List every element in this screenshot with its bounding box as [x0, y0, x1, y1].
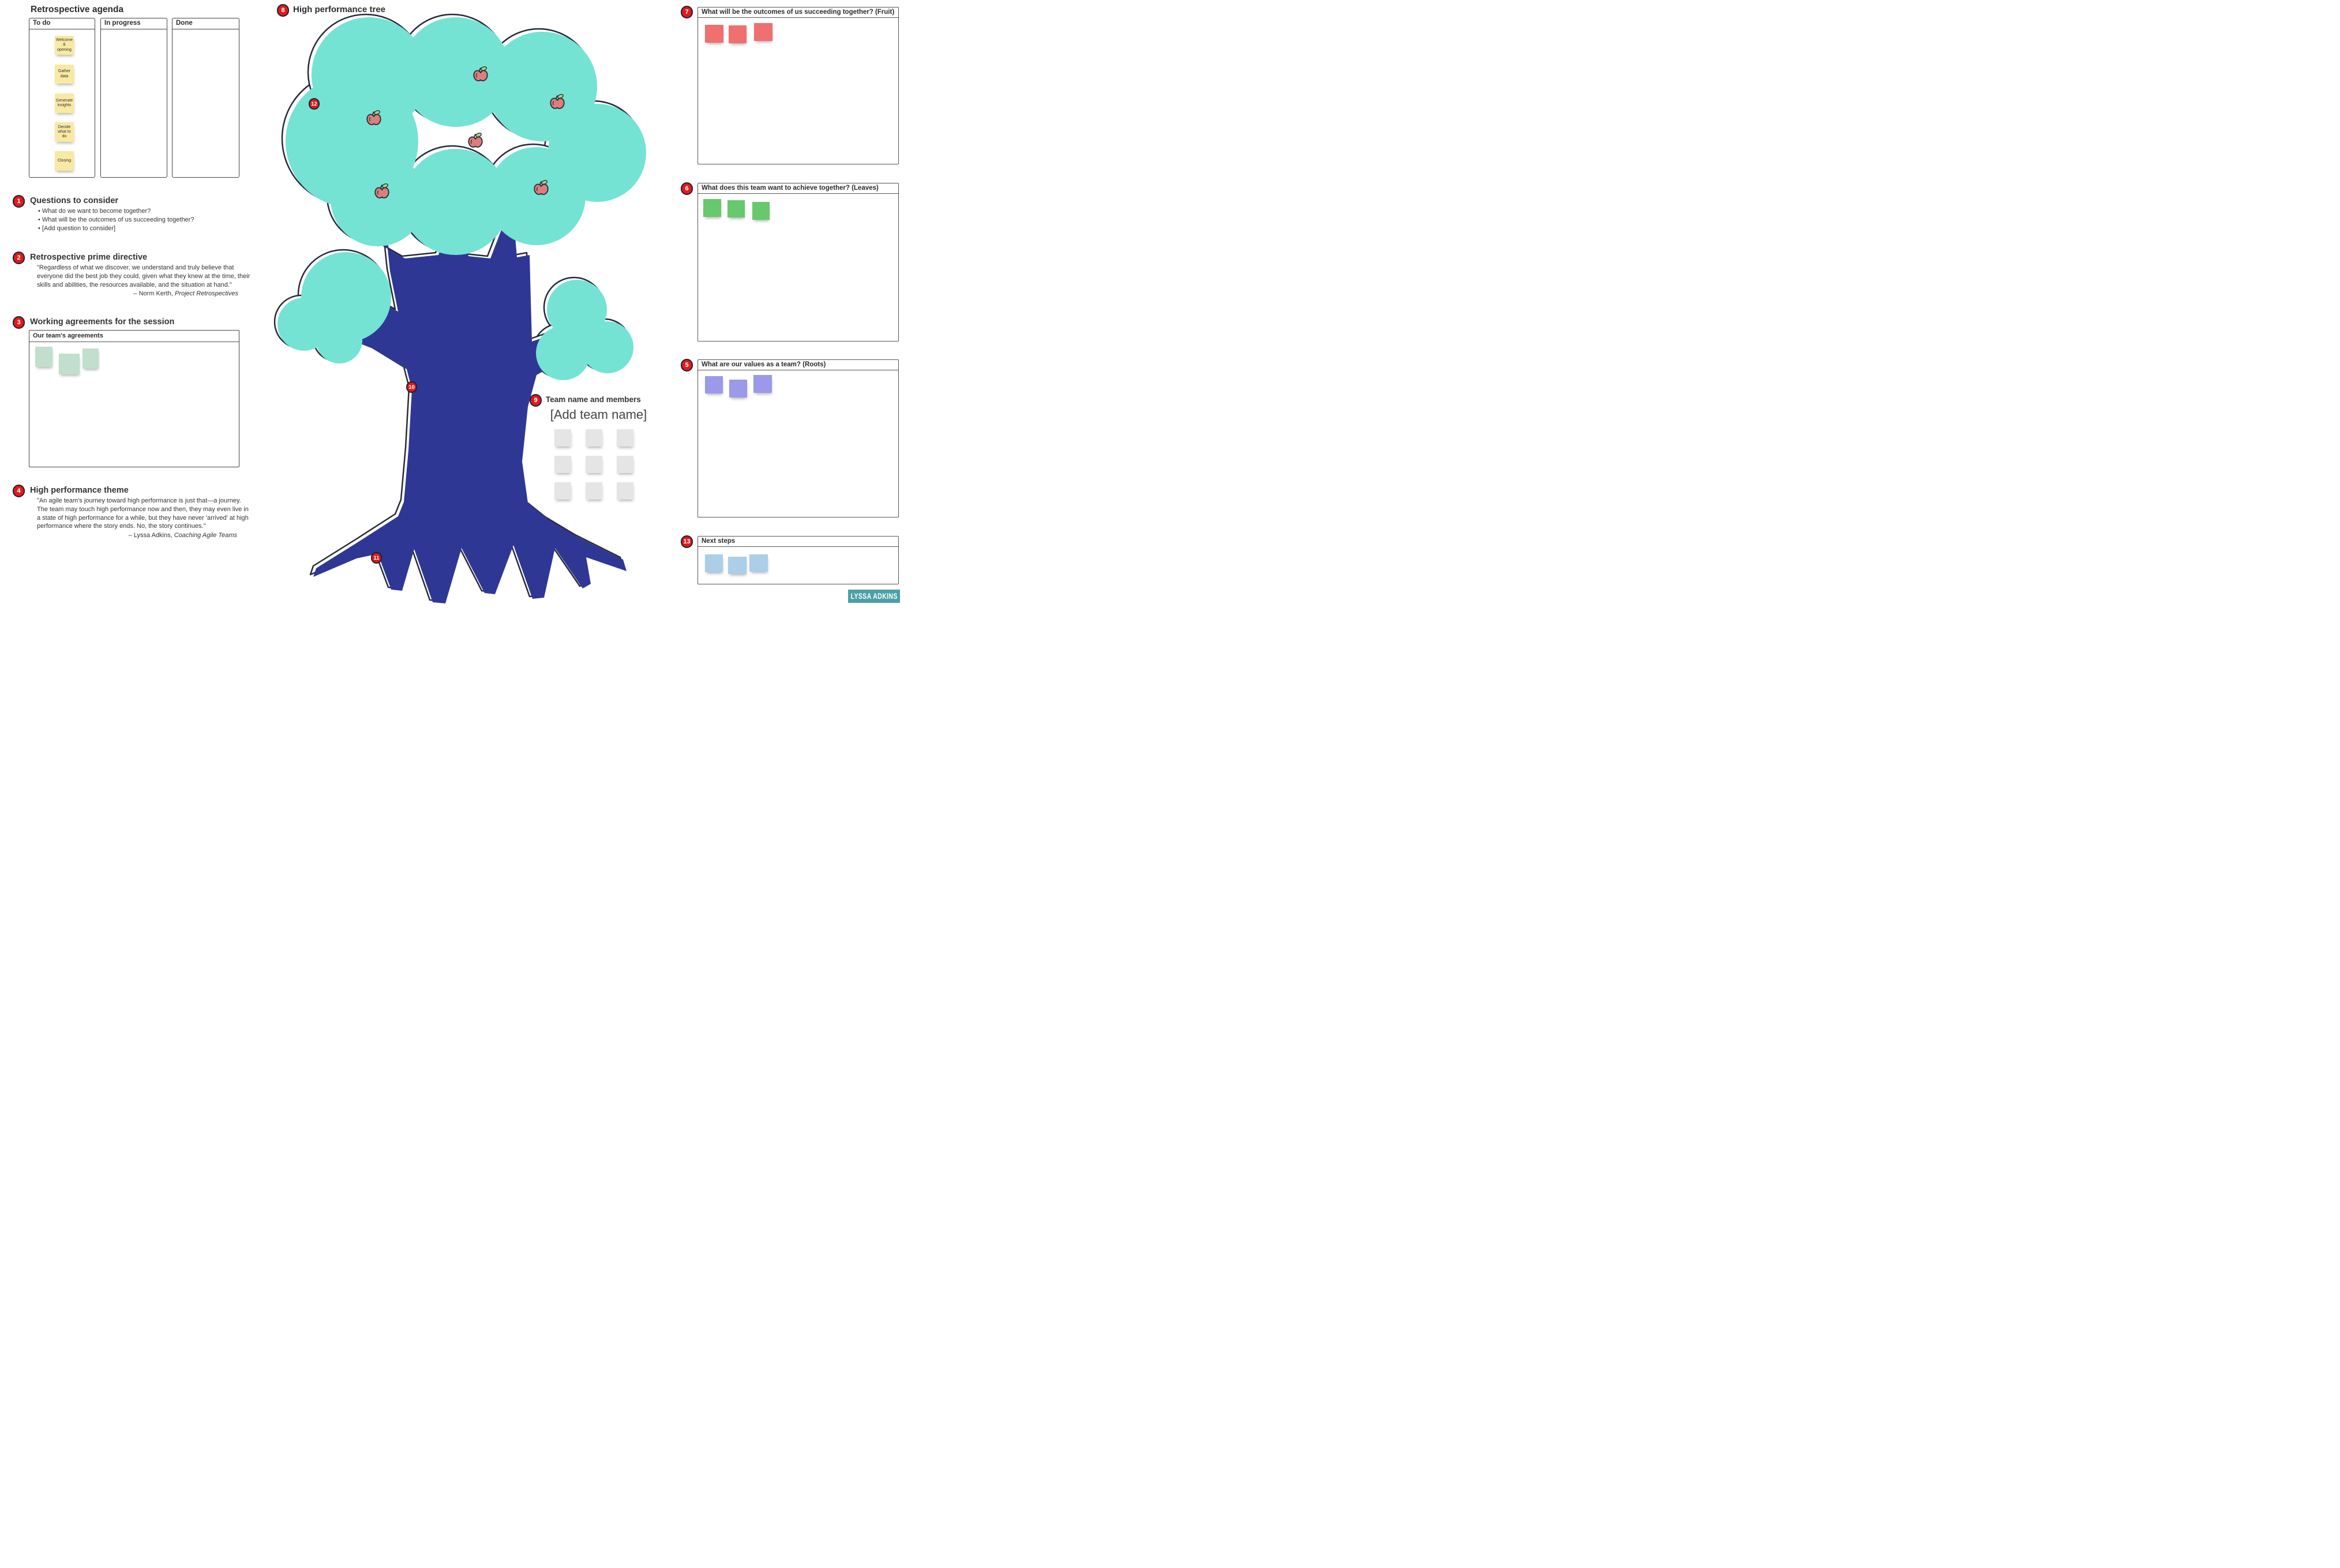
sticky-note[interactable] — [82, 348, 99, 369]
team-member-sticky[interactable] — [586, 456, 602, 473]
working-agreements-box-header: Our team's agreements — [29, 331, 239, 342]
quote-line: skills and abilities, the resources avai… — [37, 281, 232, 288]
theme-quote: "An agile team's journey toward high per… — [37, 497, 249, 531]
sticky-note[interactable] — [35, 347, 52, 367]
agenda-column-todo-header: To do — [29, 18, 95, 29]
quote-line: everyone did the best job they could, gi… — [37, 272, 250, 280]
working-agreements-box: Our team's agreements — [29, 330, 239, 467]
section-1-badge: 1 — [13, 195, 25, 208]
sticky-note[interactable] — [754, 23, 772, 41]
team-member-sticky[interactable] — [617, 482, 633, 500]
question-bullet: What do we want to become together? — [38, 208, 151, 215]
tree-marker-12: 12 — [309, 98, 320, 110]
attribution-book: Coaching Agile Teams — [174, 532, 237, 539]
team-member-sticky[interactable] — [586, 429, 602, 447]
tree-title: High performance tree — [293, 5, 386, 14]
theme-title: High performance theme — [30, 486, 129, 495]
team-member-sticky[interactable] — [586, 482, 602, 500]
agenda-sticky-closing[interactable]: Closing — [55, 151, 74, 171]
question-bullet: What will be the outcomes of us succeedi… — [38, 216, 194, 223]
team-title: Team name and members — [546, 395, 641, 404]
sticky-note[interactable] — [59, 354, 80, 374]
section-2-badge: 2 — [13, 252, 25, 264]
team-member-sticky[interactable] — [617, 429, 633, 447]
agenda-column-in-progress-header: In progress — [101, 18, 167, 29]
tree-crown — [286, 17, 646, 255]
sticky-note[interactable] — [705, 376, 723, 393]
agenda-sticky-generate-insights[interactable]: Generate insights — [55, 93, 74, 113]
panel-next-steps: Next steps — [697, 536, 899, 584]
working-agreements-title: Working agreements for the session — [30, 317, 175, 327]
prime-directive-title: Retrospective prime directive — [30, 253, 148, 262]
section-4-badge: 4 — [13, 485, 25, 497]
agenda-sticky-gather-data[interactable]: Gather data — [55, 65, 74, 84]
sticky-note[interactable] — [729, 380, 747, 397]
sticky-note[interactable] — [728, 557, 747, 574]
sticky-note[interactable] — [705, 554, 723, 572]
panel-next-steps-header: Next steps — [698, 537, 898, 547]
panel-6-badge: 6 — [681, 182, 693, 195]
apple-icon — [468, 132, 483, 148]
panel-leaves: What does this team want to achieve toge… — [697, 183, 899, 342]
team-member-sticky[interactable] — [617, 456, 633, 473]
team-name-placeholder[interactable]: [Add team name] — [550, 407, 647, 422]
panel-5-badge: 5 — [681, 359, 693, 372]
team-member-sticky[interactable] — [554, 456, 571, 473]
lyssa-adkins-logo-text: LYSSA ADKINS — [850, 592, 898, 601]
question-bullet[interactable]: [Add question to consider] — [38, 225, 115, 232]
panel-roots-header: What are our values as a team? (Roots) — [698, 360, 898, 370]
sticky-note[interactable] — [749, 554, 768, 572]
panel-fruit-header: What will be the outcomes of us succeedi… — [698, 7, 898, 18]
panel-fruit: What will be the outcomes of us succeedi… — [697, 7, 899, 164]
section-8-badge: 8 — [277, 4, 289, 17]
panel-7-badge: 7 — [681, 6, 693, 18]
prime-directive-quote: "Regardless of what we discover, we unde… — [37, 264, 250, 289]
sticky-note[interactable] — [703, 199, 721, 217]
agenda-column-done: Done — [172, 18, 239, 178]
sticky-note[interactable] — [752, 202, 770, 220]
sticky-note[interactable] — [729, 25, 747, 43]
team-member-sticky[interactable] — [554, 482, 571, 500]
agenda-column-done-header: Done — [172, 18, 239, 29]
quote-line: performance where the story ends. No, th… — [37, 523, 206, 530]
lyssa-adkins-logo: LYSSA ADKINS — [848, 590, 900, 603]
attribution-book: Project Retrospectives — [174, 290, 238, 297]
theme-attribution: – Lyssa Adkins, Coaching Agile Teams — [37, 532, 237, 539]
quote-line: "An agile team's journey toward high per… — [37, 497, 241, 504]
panel-13-badge: 13 — [681, 535, 693, 548]
attribution-author: – Lyssa Adkins, — [128, 532, 174, 539]
agenda-title: Retrospective agenda — [31, 5, 124, 14]
sticky-note[interactable] — [705, 25, 723, 43]
agenda-column-in-progress: In progress — [100, 18, 167, 178]
panel-leaves-header: What does this team want to achieve toge… — [698, 183, 898, 194]
section-3-badge: 3 — [13, 316, 25, 329]
tree-marker-11: 11 — [371, 552, 382, 564]
tree-marker-10: 10 — [406, 381, 417, 393]
agenda-sticky-welcome[interactable]: Welcome & opening — [55, 36, 74, 55]
sticky-note[interactable] — [753, 375, 772, 393]
sticky-note[interactable] — [727, 200, 745, 217]
agenda-sticky-decide[interactable]: Decide what to do — [55, 122, 74, 142]
quote-line: The team may touch high performance now … — [37, 505, 249, 513]
whiteboard-canvas: Retrospective agenda To do In progress D… — [0, 0, 905, 606]
questions-title: Questions to consider — [30, 196, 119, 205]
quote-line: a state of high performance for a while,… — [37, 514, 249, 522]
panel-roots: What are our values as a team? (Roots) — [697, 359, 899, 517]
section-9-badge: 9 — [530, 394, 542, 407]
attribution-author: – Norm Kerth, — [133, 290, 175, 297]
prime-directive-attribution: – Norm Kerth, Project Retrospectives — [37, 290, 238, 297]
team-member-sticky[interactable] — [554, 429, 571, 447]
quote-line: "Regardless of what we discover, we unde… — [37, 264, 234, 271]
